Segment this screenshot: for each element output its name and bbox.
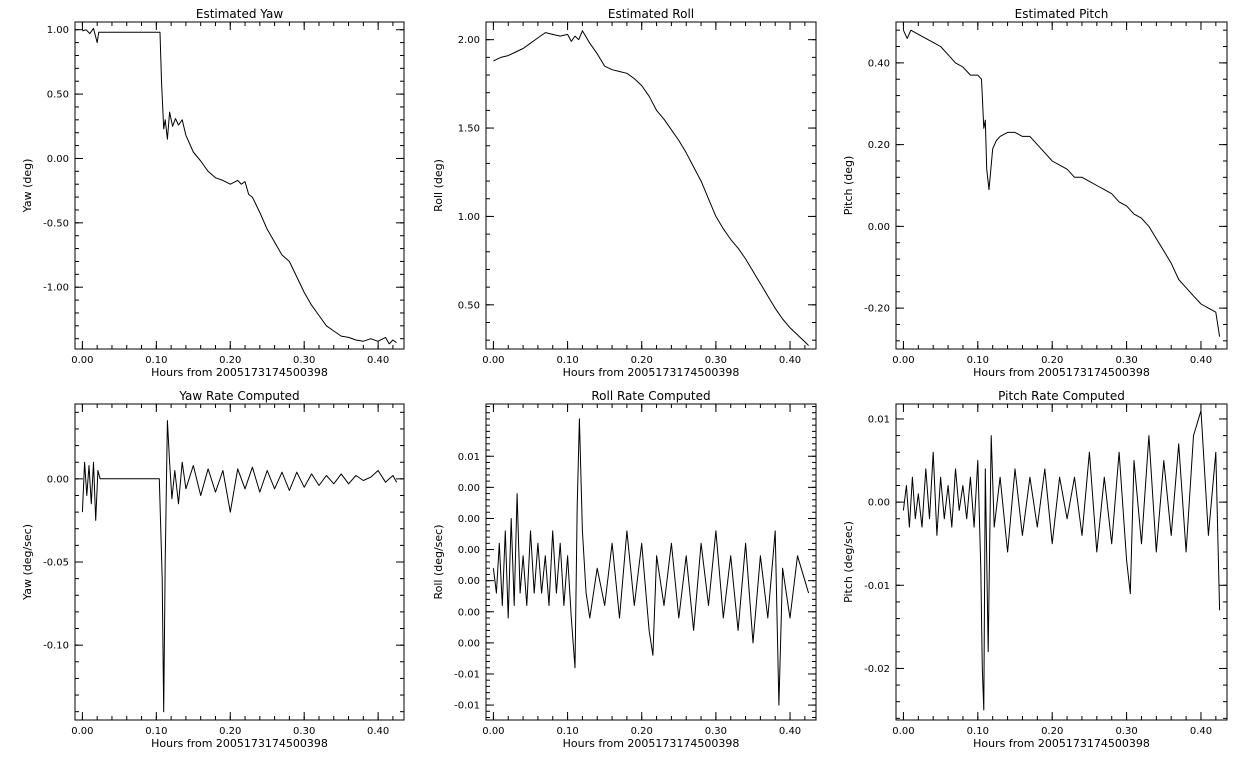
x-tick-label: 0.20 xyxy=(1041,726,1063,737)
y-tick-label: 0.50 xyxy=(47,90,69,101)
y-tick-label: 1.50 xyxy=(458,124,480,135)
y-axis-label: Roll (deg/sec) xyxy=(432,524,445,599)
x-tick-label: 0.40 xyxy=(779,355,801,366)
x-tick-label: 0.20 xyxy=(631,726,653,737)
y-tick-label: 0.00 xyxy=(47,154,69,165)
y-tick-label: 0.00 xyxy=(458,514,480,525)
y-tick-label: 0.00 xyxy=(458,576,480,587)
y-tick-label: -0.05 xyxy=(43,558,69,569)
series-line xyxy=(902,410,1221,711)
x-tick-label: 0.40 xyxy=(1190,726,1212,737)
y-tick-label: 0.01 xyxy=(868,414,890,425)
y-tick-label: -0.10 xyxy=(43,641,69,652)
y-tick-label: -1.00 xyxy=(43,283,69,294)
chart-title: Roll Rate Computed xyxy=(591,389,710,403)
x-tick-label: 0.20 xyxy=(631,355,653,366)
plot-frame xyxy=(485,21,817,350)
plot-frame xyxy=(895,403,1228,721)
x-tick-label: 0.10 xyxy=(145,726,167,737)
y-axis-label: Pitch (deg/sec) xyxy=(842,521,855,603)
y-axis-label: Yaw (deg) xyxy=(21,159,34,214)
y-tick-label: 0.00 xyxy=(458,545,480,556)
plot-frame xyxy=(74,403,405,721)
y-tick-label: 0.00 xyxy=(47,474,69,485)
y-tick-label: 0.00 xyxy=(868,222,890,233)
series-line xyxy=(81,420,398,713)
y-tick-label: -0.01 xyxy=(864,581,890,592)
chart-title: Estimated Pitch xyxy=(1015,7,1109,21)
y-tick-label: 0.00 xyxy=(868,498,890,509)
y-tick-label: 0.00 xyxy=(458,483,480,494)
y-tick-label: -0.20 xyxy=(864,304,890,315)
series-line xyxy=(492,418,810,706)
y-tick-label: 0.01 xyxy=(458,452,480,463)
x-axis-label: Hours from 2005173174500398 xyxy=(151,737,328,750)
x-tick-label: 0.10 xyxy=(967,355,989,366)
series-line xyxy=(902,29,1221,337)
y-tick-label: 2.00 xyxy=(458,35,480,46)
x-axis-label: Hours from 2005173174500398 xyxy=(973,737,1150,750)
x-tick-label: 0.30 xyxy=(705,726,727,737)
x-tick-label: 0.30 xyxy=(1115,355,1137,366)
plot-frame xyxy=(895,21,1228,350)
plot-pitch: Estimated Pitch Hours from 20051731745003… xyxy=(842,7,1228,379)
x-tick-label: 0.30 xyxy=(293,355,315,366)
y-tick-label: 0.00 xyxy=(458,638,480,649)
x-tick-label: 0.10 xyxy=(556,355,578,366)
y-axis-label: Yaw (deg/sec) xyxy=(21,524,34,601)
plot-roll-rate: Roll Rate Computed Hours from 20051731745… xyxy=(432,389,817,750)
x-tick-label: 0.20 xyxy=(1041,355,1063,366)
x-axis-label: Hours from 2005173174500398 xyxy=(563,737,740,750)
x-tick-label: 0.00 xyxy=(71,355,93,366)
x-tick-label: 0.00 xyxy=(482,726,504,737)
x-tick-label: 0.40 xyxy=(1190,355,1212,366)
chart-title: Estimated Yaw xyxy=(196,7,283,21)
x-tick-label: 0.00 xyxy=(892,355,914,366)
y-tick-label: -0.50 xyxy=(43,218,69,229)
chart-title: Estimated Roll xyxy=(608,7,694,21)
series-line xyxy=(82,27,397,345)
x-tick-label: 0.00 xyxy=(482,355,504,366)
x-tick-label: 0.10 xyxy=(145,355,167,366)
plot-roll: Estimated Roll Hours from 200517317450039… xyxy=(432,7,817,379)
x-tick-label: 0.00 xyxy=(892,726,914,737)
y-tick-label: -0.02 xyxy=(864,664,890,675)
y-tick-label: 0.00 xyxy=(458,607,480,618)
x-tick-label: 0.20 xyxy=(219,355,241,366)
x-axis-label: Hours from 2005173174500398 xyxy=(151,366,328,379)
x-tick-label: 0.30 xyxy=(1115,726,1137,737)
x-axis-label: Hours from 2005173174500398 xyxy=(973,366,1150,379)
y-tick-label: 0.40 xyxy=(868,58,890,69)
plot-frame xyxy=(74,21,405,350)
x-tick-label: 0.40 xyxy=(367,355,389,366)
plot-yaw: Estimated Yaw Hours from 2005173174500398… xyxy=(21,7,405,379)
plot-frame xyxy=(485,403,817,721)
y-tick-label: 0.50 xyxy=(458,300,480,311)
y-tick-label: 1.00 xyxy=(458,212,480,223)
x-tick-label: 0.10 xyxy=(556,726,578,737)
y-tick-label: -0.01 xyxy=(454,701,480,712)
x-tick-label: 0.40 xyxy=(779,726,801,737)
y-tick-label: 0.20 xyxy=(868,140,890,151)
plot-pitch-rate: Pitch Rate Computed Hours from 2005173174… xyxy=(842,389,1228,750)
y-axis-label: Roll (deg) xyxy=(432,159,445,212)
series-line xyxy=(493,30,809,346)
y-axis-label: Pitch (deg) xyxy=(842,156,855,216)
x-tick-label: 0.30 xyxy=(293,726,315,737)
chart-title: Pitch Rate Computed xyxy=(998,389,1125,403)
plot-yaw-rate: Yaw Rate Computed Hours from 200517317450… xyxy=(21,389,405,750)
y-tick-label: 1.00 xyxy=(47,25,69,36)
x-tick-label: 0.30 xyxy=(705,355,727,366)
y-tick-label: -0.01 xyxy=(454,669,480,680)
x-tick-label: 0.40 xyxy=(367,726,389,737)
x-tick-label: 0.20 xyxy=(219,726,241,737)
chart-title: Yaw Rate Computed xyxy=(178,389,299,403)
x-axis-label: Hours from 2005173174500398 xyxy=(563,366,740,379)
x-tick-label: 0.00 xyxy=(71,726,93,737)
x-tick-label: 0.10 xyxy=(967,726,989,737)
